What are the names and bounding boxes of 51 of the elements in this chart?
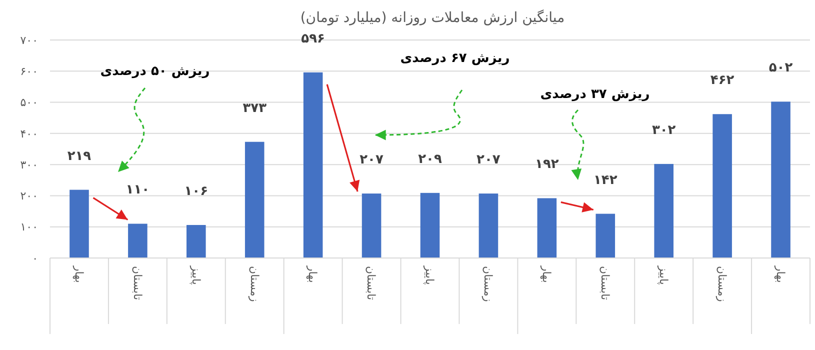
data-label: ۲۰۷ xyxy=(360,152,384,168)
annotation: ریزش ۶۷ درصدی xyxy=(400,51,510,66)
x-tick-label: زمستان xyxy=(248,266,261,302)
y-tick-label: ۲۰۰ xyxy=(20,190,38,203)
x-tick-label: بهار xyxy=(774,265,787,283)
data-label: ۲۰۹ xyxy=(418,152,442,167)
bar xyxy=(537,198,557,258)
bar xyxy=(654,164,674,258)
data-label: ۳۷۳ xyxy=(242,100,267,116)
data-label: ۱۴۲ xyxy=(593,172,618,188)
x-tick-label: بهار xyxy=(540,265,554,283)
y-tick-label: ۷۰۰ xyxy=(20,34,38,47)
annotation: ریزش ۳۷ درصدی xyxy=(540,87,650,102)
bar xyxy=(303,72,323,258)
x-tick-label: زمستان xyxy=(482,266,495,302)
bar xyxy=(420,192,440,258)
y-tick-label: ۰ xyxy=(32,252,38,265)
annotation: ریزش ۵۰ درصدی xyxy=(100,64,210,79)
bar xyxy=(712,114,732,258)
bar xyxy=(186,224,206,258)
data-label: ۲۱۹ xyxy=(67,148,92,164)
bar xyxy=(128,224,148,258)
x-tick-label: تابستان xyxy=(364,266,378,300)
x-tick-label: بهار xyxy=(306,265,320,283)
y-tick-label: ۱۰۰ xyxy=(20,220,38,234)
y-tick-label: ۳۰۰ xyxy=(20,158,38,172)
bar xyxy=(362,194,382,258)
x-tick-label: پاییز xyxy=(189,265,202,285)
y-tick-label: ۴۰۰ xyxy=(20,127,38,140)
y-tick-label: ۵۰۰ xyxy=(20,96,38,110)
data-label: ۱۹۲ xyxy=(535,157,559,172)
data-label: ۵۰۲ xyxy=(768,60,793,76)
y-tick-label: ۶۰۰ xyxy=(20,64,38,78)
data-label: ۴۶۲ xyxy=(710,73,734,88)
data-label: ۵۹۶ xyxy=(301,31,325,46)
bar xyxy=(596,214,616,258)
bar xyxy=(478,194,498,258)
x-tick-label: زمستان xyxy=(715,266,728,302)
x-tick-label: پاییز xyxy=(423,265,436,285)
x-tick-label: تابستان xyxy=(130,266,144,300)
x-tick-label: تابستان xyxy=(598,266,612,300)
chart-title: میانگین ارزش معاملات روزانه (میلیارد تومان) xyxy=(300,9,565,26)
data-label: ۳۰۲ xyxy=(652,122,676,138)
data-label: ۱۰۶ xyxy=(184,184,208,199)
bar xyxy=(70,190,89,258)
bar xyxy=(244,142,264,258)
x-tick-label: بهار xyxy=(72,265,86,283)
data-label: ۲۰۷ xyxy=(476,152,500,168)
x-tick-label: پاییز xyxy=(656,265,670,285)
data-label: ۱۱۰ xyxy=(126,182,150,198)
bar xyxy=(771,102,790,258)
